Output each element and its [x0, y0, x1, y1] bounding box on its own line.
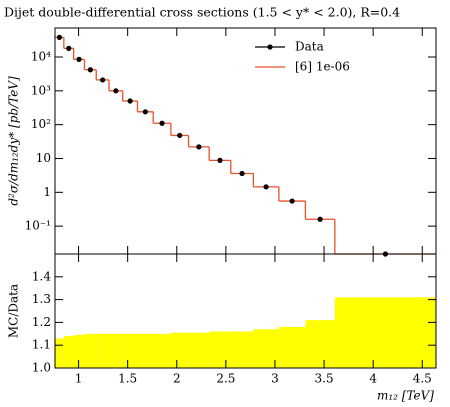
plot-frame — [54, 27, 437, 255]
data-point — [159, 120, 165, 126]
ratio-band — [305, 320, 335, 368]
ratio-axis-label: MC/Data — [7, 284, 21, 338]
ratio-band — [96, 333, 110, 368]
ratio-band — [153, 333, 171, 368]
ratio-band — [55, 338, 64, 368]
data-point — [87, 67, 93, 73]
ratio-y-tick-label: 1.1 — [32, 338, 51, 352]
data-point — [289, 198, 295, 204]
ratio-band — [188, 332, 210, 368]
data-point — [263, 184, 269, 190]
ratio-band — [122, 333, 138, 368]
data-point — [127, 98, 133, 104]
chart-title: Dijet double-differential cross sections… — [4, 5, 400, 20]
x-axis-label: m₁₂ [TeV] — [377, 389, 434, 403]
ratio-band — [230, 331, 254, 368]
y-tick-label: 10 — [36, 151, 51, 165]
data-point — [113, 88, 119, 94]
y-tick-label: 10³ — [31, 83, 51, 97]
ratio-band — [137, 333, 154, 368]
ratio-band — [170, 332, 189, 368]
legend-label: [6] 1e-06 — [295, 60, 350, 74]
ratio-y-tick-label: 1.4 — [32, 269, 51, 283]
data-point — [217, 157, 223, 163]
y-tick-label: 10² — [31, 117, 51, 131]
data-point — [76, 56, 82, 62]
x-tick-label: 3.5 — [315, 372, 334, 386]
data-point — [66, 45, 72, 51]
y-tick-label: 10⁴ — [31, 50, 51, 64]
ratio-band — [63, 336, 74, 368]
x-tick-label: 1 — [75, 372, 83, 386]
ratio-y-tick-label: 1.3 — [32, 292, 51, 306]
ratio-frame — [54, 253, 437, 369]
y-tick-label: 10⁻¹ — [25, 219, 51, 233]
ratio-band — [278, 326, 306, 368]
y-tick-label: 1 — [43, 185, 51, 199]
x-tick-label: 1.5 — [118, 372, 137, 386]
data-point — [56, 34, 63, 40]
ratio-band — [109, 333, 123, 368]
x-tick-label: 2 — [173, 372, 181, 386]
data-point — [317, 216, 323, 222]
data-point — [142, 109, 148, 115]
data-point — [196, 144, 202, 150]
y-axis-label: d²σ/dm₁₂dy* [pb/TeV] — [7, 76, 21, 206]
ratio-y-tick-label: 1.2 — [32, 315, 51, 329]
legend-label: Data — [295, 40, 324, 54]
x-tick-label: 3 — [271, 372, 279, 386]
data-point — [177, 132, 183, 139]
ratio-band — [334, 297, 436, 368]
x-tick-label: 4.5 — [413, 372, 432, 386]
ratio-band — [209, 331, 231, 368]
ratio-y-tick-label: 1.0 — [32, 361, 51, 375]
legend-marker — [267, 44, 273, 50]
ratio-band — [84, 333, 97, 368]
x-tick-label: 2.5 — [216, 372, 235, 386]
ratio-band — [73, 334, 85, 368]
data-point — [100, 77, 106, 83]
data-point — [239, 170, 245, 177]
x-tick-label: 4 — [369, 372, 377, 386]
